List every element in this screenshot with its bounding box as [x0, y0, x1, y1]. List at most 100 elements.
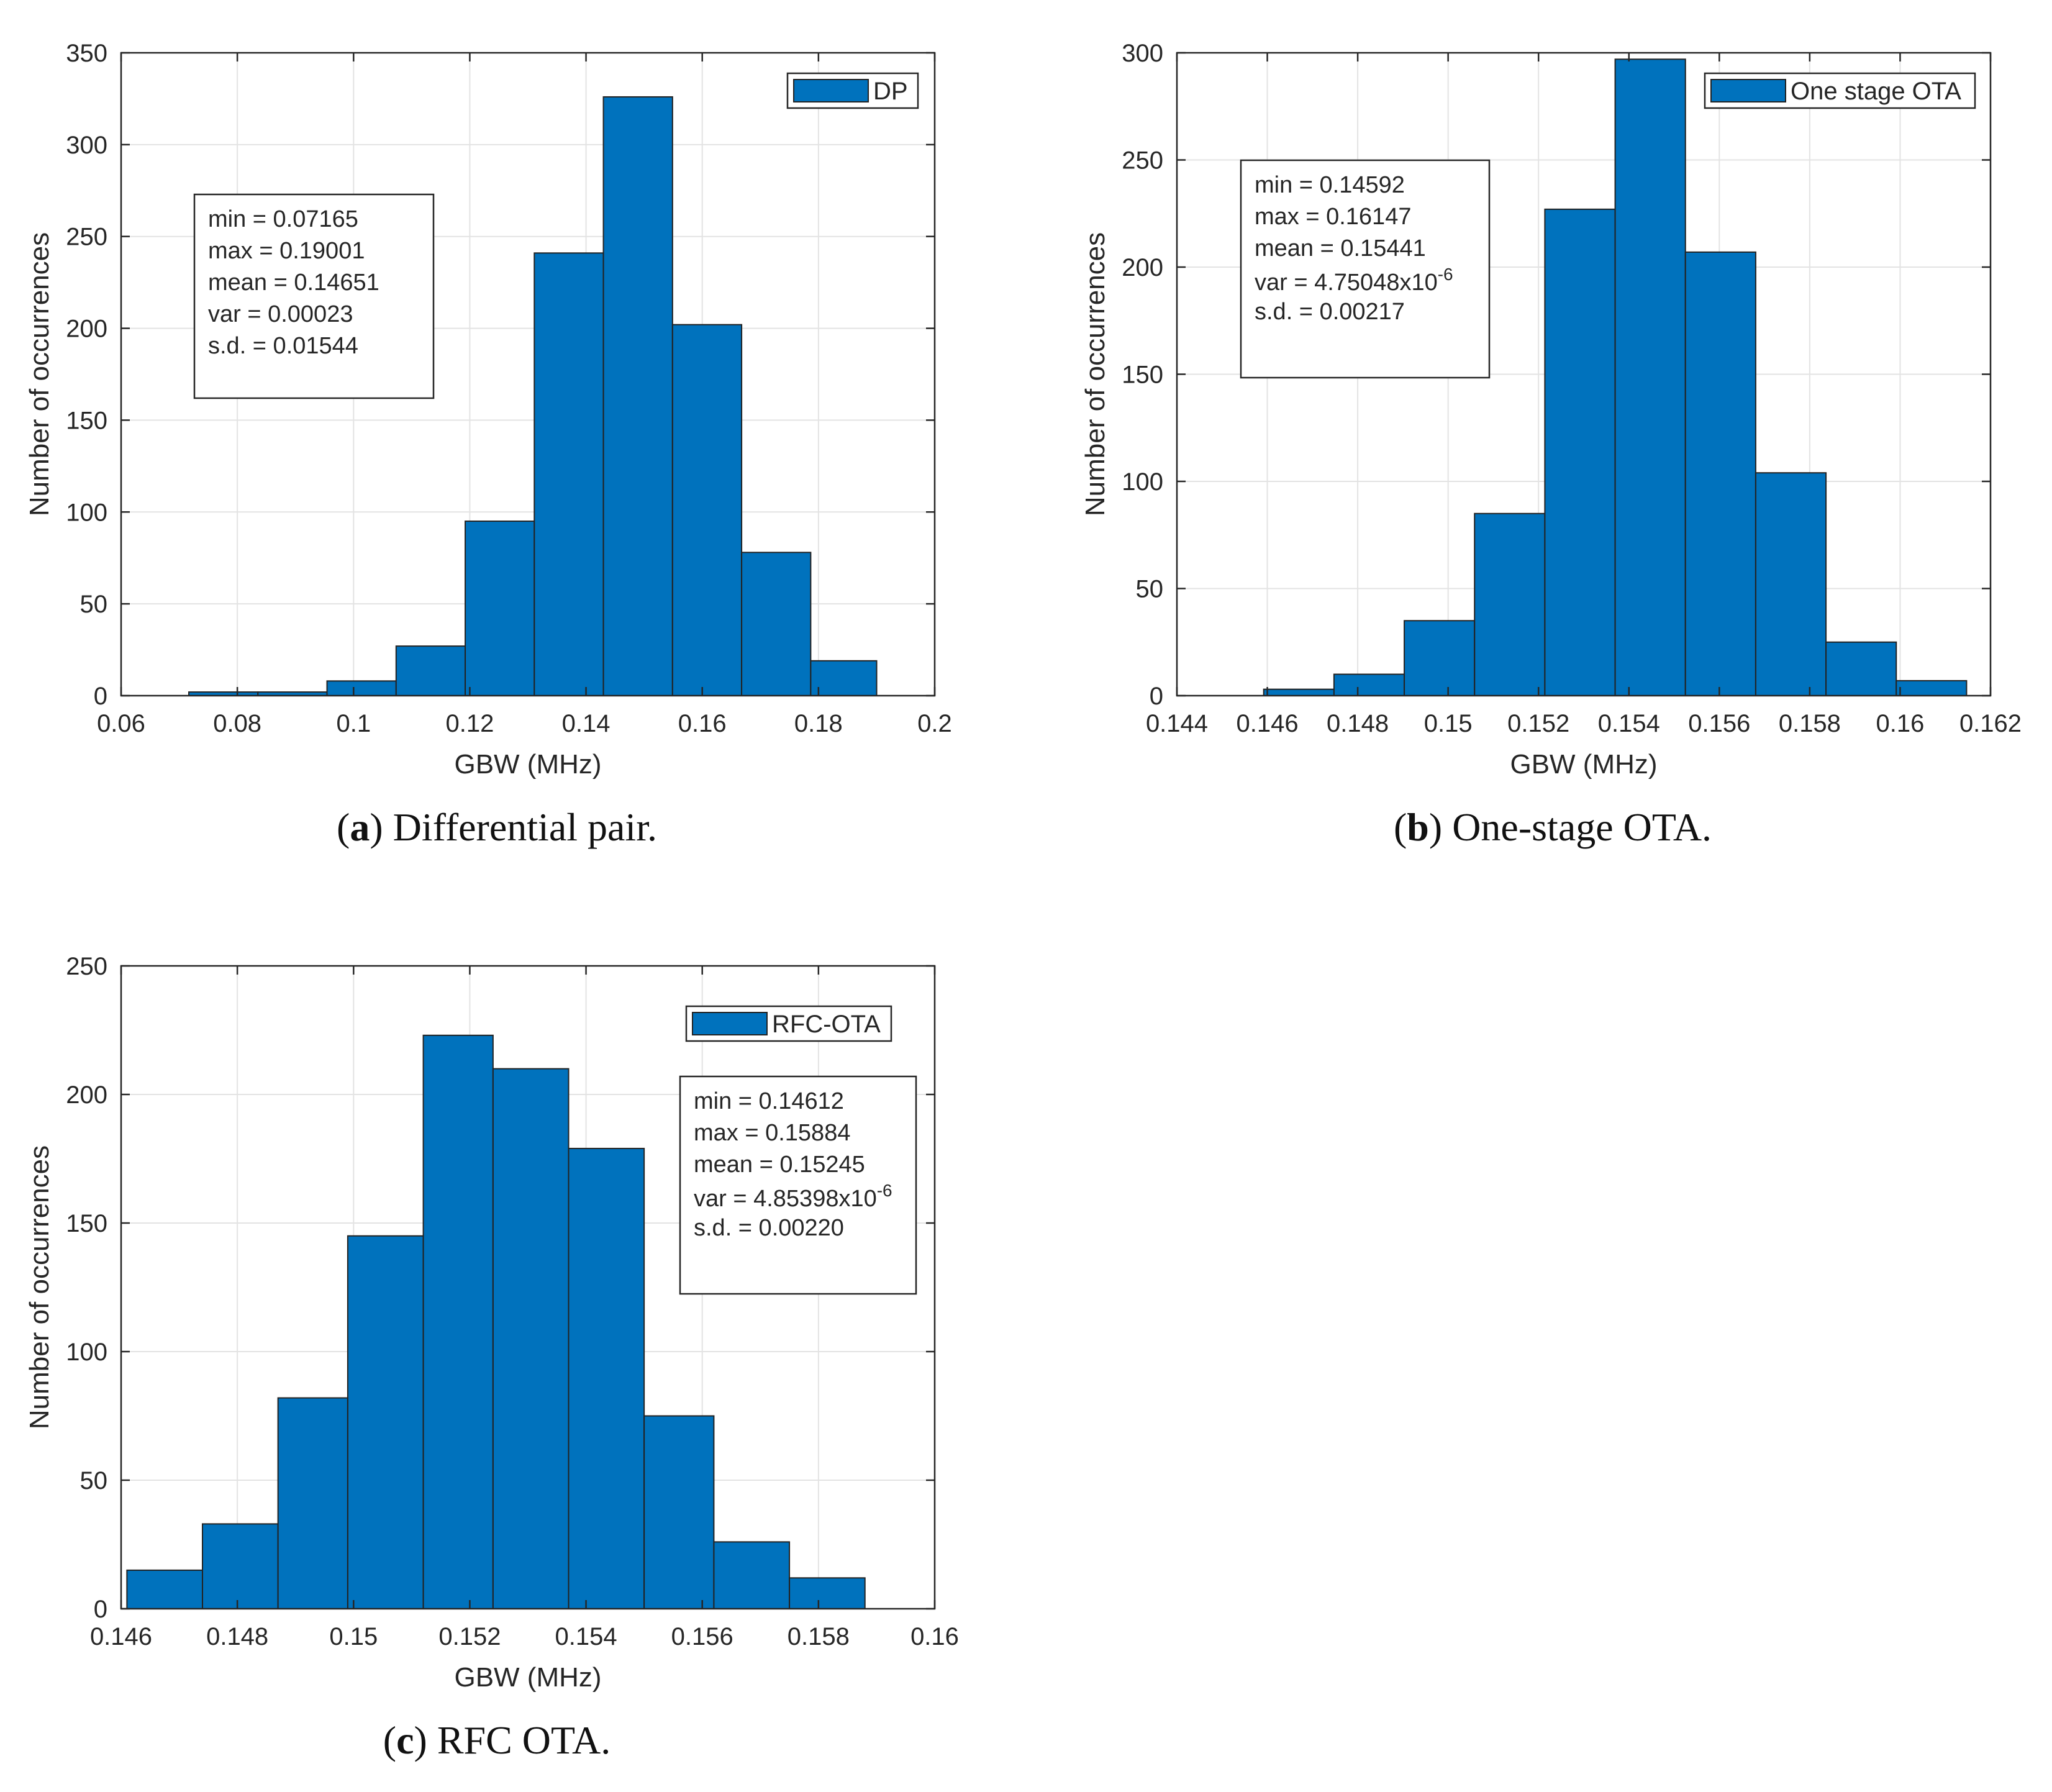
histogram-bar [533, 252, 604, 697]
x-tick-label: 0.162 [1959, 710, 2022, 737]
histogram-bar [1544, 208, 1616, 697]
legend-label: RFC-OTA [772, 1011, 881, 1038]
histogram-rfc-ota: 0.146 0.148 0.15 0.152 0.154 0.156 0.158 0.16 0 5… [24, 953, 959, 1693]
histogram-bar [277, 1397, 348, 1610]
histogram-bar [602, 96, 673, 696]
histogram-bar [1684, 251, 1756, 697]
chart-panel-b: 0.144 0.146 0.148 0.15 0.152 0.154 0.156 0.158 0… [1056, 0, 2050, 882]
histogram-bar [1333, 673, 1405, 696]
histogram-bar [1755, 472, 1827, 696]
histogram-bar [202, 1523, 279, 1609]
stats-line: mean = 0.15245 [694, 1152, 865, 1178]
histogram-bar [789, 1577, 866, 1609]
y-tick-label: 250 [66, 224, 107, 251]
stats-line: min = 0.07165 [208, 206, 358, 232]
histogram-bar [1404, 620, 1476, 696]
caption-label-b: b [1407, 805, 1429, 849]
x-tick-label: 0.16 [1876, 710, 1925, 737]
histogram-bar [492, 1068, 570, 1610]
histogram-bar [347, 1235, 424, 1609]
histogram-bar [741, 552, 812, 696]
stats-line: var = 0.00023 [208, 301, 353, 327]
caption-b: (b) One-stage OTA. [1393, 805, 1712, 849]
y-tick-label: 50 [80, 1467, 108, 1494]
y-tick-label: 150 [1122, 362, 1163, 389]
histogram-bar [643, 1415, 715, 1609]
caption-a: (a) Differential pair. [337, 805, 657, 849]
y-tick-label: 100 [1122, 468, 1163, 496]
axes-box [120, 52, 936, 697]
x-axis-label: GBW (MHz) [454, 1662, 601, 1693]
y-tick-label: 0 [94, 683, 107, 710]
histogram-bar [1614, 58, 1686, 697]
histogram-bar [713, 1541, 791, 1609]
y-tick-label: 0 [94, 1596, 107, 1623]
histogram-differential-pair: 0.06 0.08 0.1 0.12 0.14 0.16 0.18 0.2 0 50 100 150 2… [24, 40, 952, 780]
x-tick-label: 0.156 [671, 1623, 733, 1650]
y-tick-label: 50 [80, 591, 108, 618]
stats-line: max = 0.16147 [1255, 204, 1411, 230]
x-tick-label: 0.2 [917, 710, 952, 737]
stats-box [193, 193, 435, 399]
histogram-bar [1474, 512, 1546, 696]
legend-label: One stage OTA [1791, 78, 1961, 105]
stats-line: min = 0.14612 [694, 1088, 844, 1114]
x-tick-label: 0.154 [555, 1623, 617, 1650]
y-tick-label: 150 [66, 1210, 107, 1237]
caption-c: (c) RFC OTA. [383, 1718, 611, 1762]
y-tick-label: 350 [66, 40, 107, 67]
stats-sd-line: s.d. = 0.00217 [1255, 299, 1405, 325]
x-tick-label: 0.156 [1688, 710, 1750, 737]
stats-line: min = 0.14592 [1255, 172, 1405, 198]
histogram-bar [465, 521, 535, 696]
y-tick-label: 250 [1122, 147, 1163, 175]
x-tick-label: 0.16 [678, 710, 727, 737]
stats-line: max = 0.19001 [208, 238, 365, 264]
x-tick-label: 0.18 [794, 710, 843, 737]
y-tick-label: 150 [66, 407, 107, 434]
stats-line: mean = 0.14651 [208, 270, 379, 296]
x-axis-label: GBW (MHz) [1510, 749, 1657, 780]
stats-box [679, 1075, 917, 1295]
x-tick-label: 0.16 [910, 1623, 959, 1650]
histogram-bar [395, 645, 466, 696]
histogram-bar [671, 324, 743, 696]
y-tick-label: 0 [1150, 683, 1163, 710]
x-tick-label: 0.152 [1507, 710, 1569, 737]
chart-panel-a: 0.06 0.08 0.1 0.12 0.14 0.16 0.18 0.2 0 50 100 150 2… [0, 0, 994, 882]
caption-text-c: RFC OTA. [437, 1718, 611, 1762]
y-tick-label: 300 [66, 132, 107, 159]
caption-text-b: One-stage OTA. [1452, 805, 1712, 849]
x-tick-label: 0.158 [788, 1623, 850, 1650]
x-tick-label: 0.1 [336, 710, 371, 737]
histogram-bar [1895, 680, 1968, 696]
y-tick-label: 200 [66, 316, 107, 343]
x-tick-label: 0.06 [97, 710, 145, 737]
stats-line: mean = 0.15441 [1255, 235, 1426, 262]
x-tick-label: 0.148 [206, 1623, 268, 1650]
y-tick-label: 100 [66, 1339, 107, 1366]
x-tick-label: 0.144 [1146, 710, 1208, 737]
stats-var-exponent: -6 [877, 1181, 892, 1200]
histogram-bar [422, 1034, 494, 1609]
y-axis-label: Number of occurrences [1080, 232, 1110, 516]
histogram-one-stage-ota: 0.144 0.146 0.148 0.15 0.152 0.154 0.156 0.158 0… [1080, 40, 2022, 780]
chart-panel-c: 0.146 0.148 0.15 0.152 0.154 0.156 0.158 0.16 0 5… [0, 913, 994, 1792]
legend-swatch [793, 79, 869, 102]
histogram-bar [326, 680, 397, 697]
x-tick-label: 0.15 [329, 1623, 378, 1650]
histogram-bar [1263, 688, 1335, 697]
y-tick-label: 100 [66, 499, 107, 526]
caption-label-a: a [350, 805, 370, 849]
stats-var-line: var = 4.85398x10-6 [694, 1181, 892, 1212]
stats-var-line: var = 4.75048x10-6 [1255, 265, 1453, 296]
x-tick-label: 0.15 [1424, 710, 1473, 737]
histogram-bar [126, 1569, 204, 1610]
x-tick-label: 0.12 [445, 710, 494, 737]
x-tick-label: 0.148 [1327, 710, 1389, 737]
x-tick-label: 0.158 [1779, 710, 1841, 737]
y-tick-label: 200 [1122, 254, 1163, 281]
legend-swatch [1710, 79, 1786, 102]
stats-line: s.d. = 0.01544 [208, 333, 358, 359]
x-tick-label: 0.154 [1598, 710, 1660, 737]
